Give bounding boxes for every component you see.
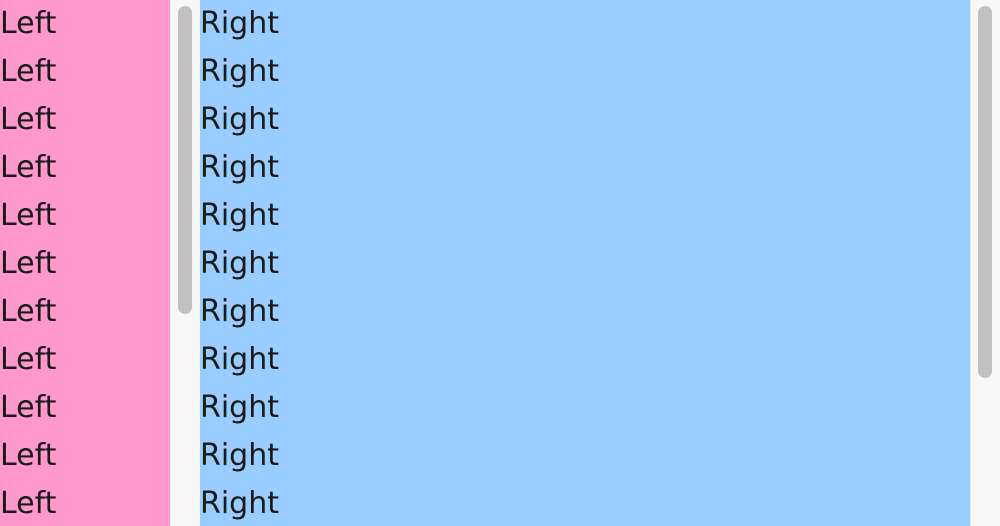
list-item: Right [200, 294, 279, 329]
left-list: Left Left Left Left Left Left Left Left Left Left… [0, 0, 170, 526]
list-item: Right [200, 438, 279, 473]
list-item: Right [200, 6, 279, 41]
right-pane[interactable]: Right Right Right Right Right Right Right Right… [200, 0, 970, 526]
list-item: Right [200, 390, 279, 425]
list-item: Left [0, 246, 57, 281]
list-item: Left [0, 438, 57, 473]
list-item: Right [200, 54, 279, 89]
list-item: Right [200, 342, 279, 377]
list-item: Right [200, 246, 279, 281]
left-scrollbar-thumb[interactable] [178, 6, 192, 314]
list-item: Left [0, 342, 57, 377]
left-pane[interactable]: Left Left Left Left Left Left Left Left Left Left… [0, 0, 170, 526]
list-item: Left [0, 6, 57, 41]
list-item: Left [0, 102, 57, 137]
list-item: Left [0, 390, 57, 425]
list-item: Left [0, 150, 57, 185]
right-scrollbar-thumb[interactable] [978, 6, 992, 378]
list-item: Right [200, 150, 279, 185]
list-item: Left [0, 54, 57, 89]
list-item: Right [200, 486, 279, 521]
list-item: Right [200, 198, 279, 233]
right-list: Right Right Right Right Right Right Right Right… [200, 0, 970, 526]
list-item: Left [0, 198, 57, 233]
list-item: Right [200, 102, 279, 137]
list-item: Left [0, 294, 57, 329]
list-item: Left [0, 486, 57, 521]
